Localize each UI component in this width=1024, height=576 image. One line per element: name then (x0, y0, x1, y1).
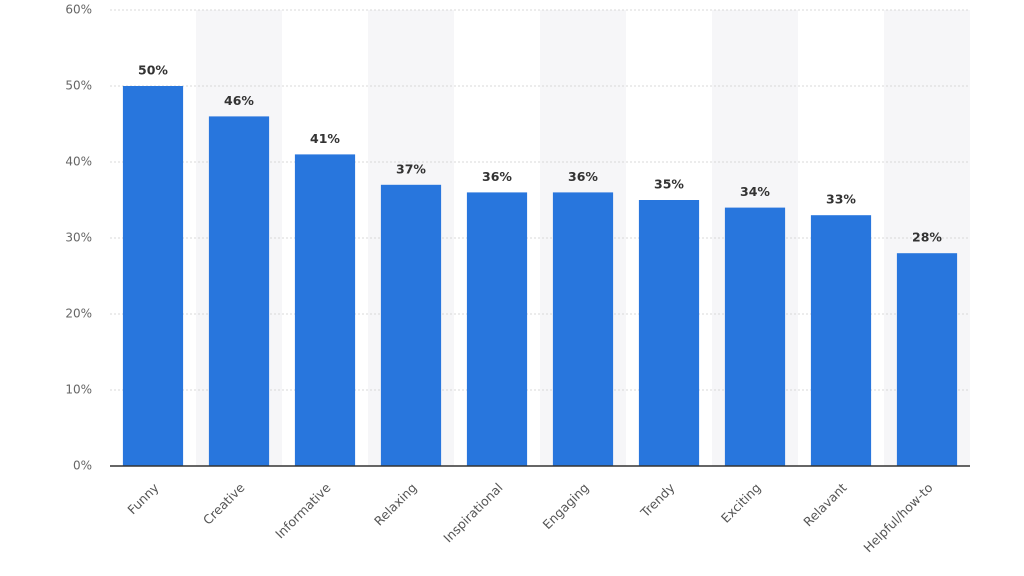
y-tick-label: 40% (65, 155, 92, 169)
x-tick-label: Funny (124, 480, 162, 518)
y-tick-label: 50% (65, 79, 92, 93)
value-label: 50% (138, 63, 168, 78)
bar (638, 200, 700, 466)
value-label: 33% (826, 192, 856, 207)
bar (294, 154, 356, 466)
value-label: 37% (396, 161, 426, 176)
x-tick-label: Trendy (637, 480, 678, 521)
x-tick-label: Inspirational (440, 480, 505, 545)
bar (466, 192, 528, 466)
value-label: 36% (482, 169, 512, 184)
bar (810, 215, 872, 466)
value-label: 46% (224, 93, 254, 108)
bar (896, 253, 958, 466)
value-label: 36% (568, 169, 598, 184)
x-tick-label: Exciting (718, 480, 764, 526)
y-tick-label: 10% (65, 383, 92, 397)
x-tick-label: Informative (272, 480, 334, 542)
bar (380, 184, 442, 467)
value-label: 41% (310, 131, 340, 146)
bar (208, 116, 270, 467)
y-tick-label: 60% (65, 3, 92, 17)
value-label: 34% (740, 184, 770, 199)
bar (552, 192, 614, 466)
x-tick-label: Engaging (539, 480, 591, 532)
bar (724, 207, 786, 466)
bar (122, 86, 184, 466)
value-label: 28% (912, 230, 942, 245)
x-tick-label: Relavant (800, 480, 849, 529)
x-tick-label: Creative (200, 480, 248, 528)
x-tick-label: Helpful/how-to (860, 480, 935, 555)
value-label: 35% (654, 177, 684, 192)
y-tick-label: 20% (65, 307, 92, 321)
y-tick-label: 30% (65, 231, 92, 245)
x-tick-label: Relaxing (371, 480, 420, 529)
y-tick-label: 0% (73, 459, 92, 473)
